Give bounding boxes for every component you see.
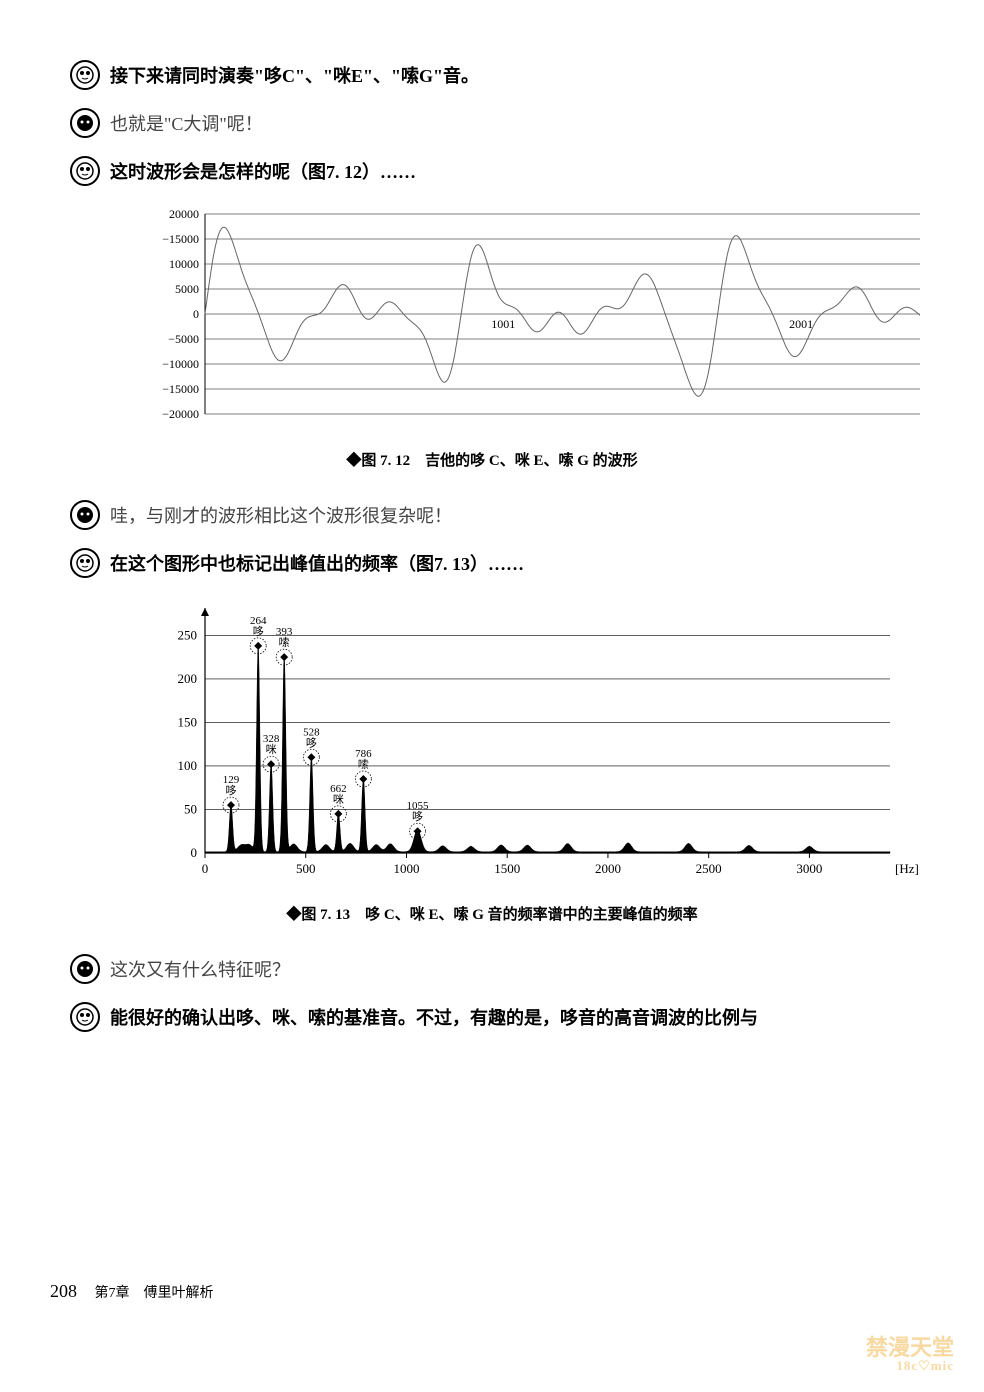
svg-text:1001: 1001 <box>491 317 515 331</box>
chart1-caption: ◆图 7. 12 吉他的哆 C、咪 E、嗦 G 的波形 <box>70 449 914 470</box>
svg-text:哆: 哆 <box>225 784 236 797</box>
svg-text:2000: 2000 <box>595 861 621 876</box>
svg-text:100: 100 <box>178 758 198 773</box>
svg-text:150: 150 <box>178 714 198 729</box>
waveform-svg: 20000 −15000 10000 5000 0 −5000 −10000 −15000 −2… <box>125 204 925 434</box>
svg-text:−5000: −5000 <box>168 332 199 346</box>
dialogue-text: 这时波形会是怎样的呢（图7. 12）…… <box>110 158 416 184</box>
dialogue-5: 在这个图形中也标记出峰值出的频率（图7. 13）…… <box>70 548 914 578</box>
chart2-caption: ◆图 7. 13 哆 C、咪 E、嗦 G 音的频率谱中的主要峰值的频率 <box>70 903 914 924</box>
dialogue-3: 这时波形会是怎样的呢（图7. 12）…… <box>70 156 914 186</box>
svg-text:2001: 2001 <box>789 317 813 331</box>
svg-text:嗦: 嗦 <box>358 757 369 771</box>
svg-text:500: 500 <box>296 861 316 876</box>
svg-text:−20000: −20000 <box>162 407 199 421</box>
svg-text:0: 0 <box>202 861 209 876</box>
svg-text:咪: 咪 <box>266 743 277 756</box>
svg-text:10000: 10000 <box>169 257 199 271</box>
dialogue-4: 哇，与刚才的波形相比这个波形很复杂呢！ <box>70 500 914 530</box>
svg-text:5000: 5000 <box>175 282 199 296</box>
svg-text:[Hz]: [Hz] <box>895 861 919 876</box>
page-footer: 208 第7章 傅里叶解析 <box>50 1281 214 1302</box>
avatar-a-icon <box>70 156 100 186</box>
avatar-b-icon <box>70 500 100 530</box>
avatar-b-icon <box>70 108 100 138</box>
svg-text:1500: 1500 <box>494 861 520 876</box>
svg-text:20000: 20000 <box>169 207 199 221</box>
watermark-line2: 18c♡mic <box>866 1359 954 1372</box>
svg-text:200: 200 <box>178 671 198 686</box>
avatar-a-icon <box>70 60 100 90</box>
dialogue-text: 在这个图形中也标记出峰值出的频率（图7. 13）…… <box>110 550 524 576</box>
dialogue-2: 也就是"C大调"呢！ <box>70 108 914 138</box>
svg-text:哆: 哆 <box>306 736 317 749</box>
svg-text:2500: 2500 <box>696 861 722 876</box>
dialogue-text: 接下来请同时演奏"哆C"、"咪E"、"嗦G"音。 <box>110 62 479 88</box>
page-number: 208 <box>50 1281 77 1301</box>
watermark-line1: 禁漫天堂 <box>866 1337 954 1359</box>
dialogue-text: 能很好的确认出哆、咪、嗦的基准音。不过，有趣的是，哆音的高音调波的比例与 <box>110 1004 758 1030</box>
dialogue-text: 也就是"C大调"呢！ <box>110 110 263 136</box>
dialogue-7: 能很好的确认出哆、咪、嗦的基准音。不过，有趣的是，哆音的高音调波的比例与 <box>70 1002 914 1032</box>
svg-text:0: 0 <box>193 307 199 321</box>
avatar-a-icon <box>70 1002 100 1032</box>
avatar-b-icon <box>70 954 100 984</box>
svg-text:−10000: −10000 <box>162 357 199 371</box>
watermark: 禁漫天堂 18c♡mic <box>866 1337 954 1372</box>
svg-text:1000: 1000 <box>393 861 419 876</box>
svg-text:0: 0 <box>191 845 198 860</box>
spectrum-chart: 050100150200250050010001500200025003000[… <box>125 608 925 893</box>
chapter-label: 第7章 傅里叶解析 <box>95 1286 214 1301</box>
dialogue-text: 这次又有什么特征呢？ <box>110 956 290 982</box>
svg-text:嗦: 嗦 <box>279 635 290 649</box>
dialogue-1: 接下来请同时演奏"哆C"、"咪E"、"嗦G"音。 <box>70 60 914 90</box>
svg-text:哆: 哆 <box>412 810 423 823</box>
svg-text:咪: 咪 <box>333 793 344 806</box>
svg-text:250: 250 <box>178 627 198 642</box>
svg-text:−15000: −15000 <box>162 382 199 396</box>
svg-text:50: 50 <box>184 801 197 816</box>
svg-text:3000: 3000 <box>796 861 822 876</box>
svg-text:哆: 哆 <box>253 625 264 638</box>
spectrum-svg: 050100150200250050010001500200025003000[… <box>125 608 925 888</box>
dialogue-text: 哇，与刚才的波形相比这个波形很复杂呢！ <box>110 502 452 528</box>
avatar-a-icon <box>70 548 100 578</box>
dialogue-6: 这次又有什么特征呢？ <box>70 954 914 984</box>
svg-text:−15000: −15000 <box>162 232 199 246</box>
waveform-chart: 20000 −15000 10000 5000 0 −5000 −10000 −15000 −2… <box>125 204 925 439</box>
